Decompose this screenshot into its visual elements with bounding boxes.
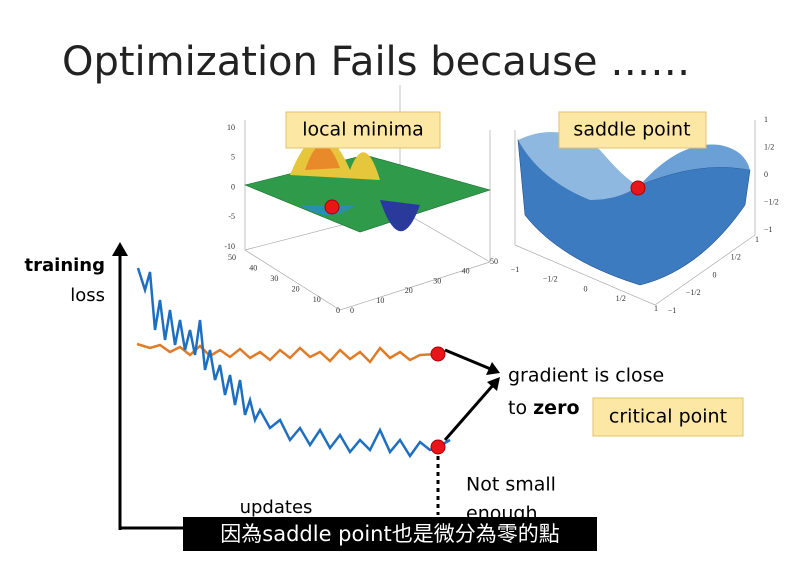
z-tick-label: 1/2 xyxy=(764,142,774,151)
z-tick-label: 5 xyxy=(231,153,235,162)
local-minimum-dot xyxy=(324,199,340,215)
critical-label: critical point xyxy=(609,406,727,428)
subtitle: 因為saddle point也是微分為零的點 xyxy=(220,522,559,546)
x-tick-label: 10 xyxy=(313,295,321,304)
x-tick-label: 1/2 xyxy=(616,294,626,303)
label-box xyxy=(285,111,441,149)
y-label-bold: training xyxy=(25,255,105,276)
annotation-part: to xyxy=(508,397,527,419)
y-tick-label: 0 xyxy=(350,306,354,315)
z-tick-label: -10 xyxy=(224,242,235,251)
x-tick-label: −1/2 xyxy=(543,275,558,284)
plot-label: local minima xyxy=(302,119,424,141)
y-tick-label: 0 xyxy=(713,270,717,279)
surface-plot-2: saddle point xyxy=(514,111,756,306)
x-tick-label: 1 xyxy=(654,304,658,313)
label-box xyxy=(592,397,744,437)
z-tick-label: 0 xyxy=(231,182,235,191)
saddle-dot xyxy=(630,180,646,196)
title: Optimization Fails because …… xyxy=(62,39,690,85)
x-tick-label: −1 xyxy=(511,265,520,274)
critical-dot xyxy=(430,439,446,455)
x-tick-label: 0 xyxy=(584,284,588,293)
x-tick-label: 40 xyxy=(249,263,257,272)
y-tick-label: −1 xyxy=(668,306,677,315)
surface-plot-1: local minima xyxy=(244,85,492,311)
z-tick-label: 10 xyxy=(227,123,235,132)
y-tick-label: 1/2 xyxy=(731,253,741,262)
z-tick-label: 1 xyxy=(764,115,768,124)
y-tick-label: 30 xyxy=(433,276,441,285)
x-tick-label: 0 xyxy=(336,306,340,315)
y-tick-label: 1 xyxy=(755,235,759,244)
label-box xyxy=(558,111,707,149)
annotation: Not small xyxy=(466,474,556,496)
annotation: to zero xyxy=(508,397,580,419)
z-tick-label: 0 xyxy=(764,170,768,179)
z-tick-label: −1/2 xyxy=(764,197,779,206)
z-tick-label: -5 xyxy=(228,212,235,221)
y-tick-label: 20 xyxy=(405,286,413,295)
annotation: gradient is close xyxy=(508,365,664,387)
y-label: loss xyxy=(70,285,105,306)
x-tick-label: 30 xyxy=(270,274,278,283)
y-tick-label: 40 xyxy=(462,267,470,276)
x-label: updates xyxy=(240,497,313,518)
subtitle-box xyxy=(183,517,597,551)
plot-label: saddle point xyxy=(573,119,690,141)
y-tick-label: 50 xyxy=(490,257,498,266)
critical-dot xyxy=(430,346,446,362)
x-tick-label: 50 xyxy=(228,253,236,262)
z-tick-label: −1 xyxy=(764,225,773,234)
y-tick-label: −1/2 xyxy=(686,288,701,297)
y-tick-label: 10 xyxy=(376,296,384,305)
x-tick-label: 20 xyxy=(292,285,300,294)
annotation-part: zero xyxy=(533,397,579,419)
